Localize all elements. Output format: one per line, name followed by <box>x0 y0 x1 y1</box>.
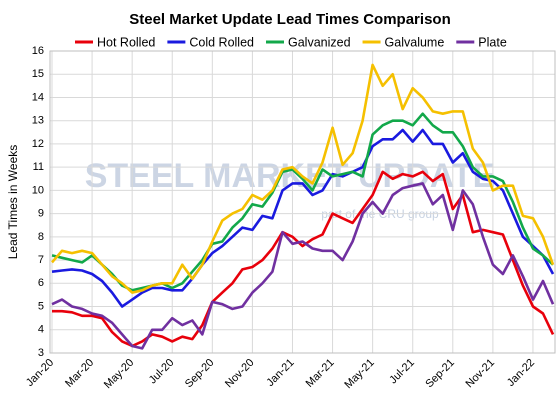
x-tick-label: Nov-20 <box>223 357 257 391</box>
watermark-sub: part of the CRU group <box>321 207 439 221</box>
x-tick-label: Jan-21 <box>264 357 296 389</box>
y-tick-label: 4 <box>38 324 44 336</box>
y-axis-label: Lead Times in Weeks <box>6 145 20 260</box>
x-tick-label: Jul-21 <box>387 357 417 387</box>
y-tick-label: 5 <box>38 300 44 312</box>
chart-title: Steel Market Update Lead Times Compariso… <box>129 11 450 28</box>
plot-border <box>49 50 556 354</box>
y-tick-label: 3 <box>38 347 44 359</box>
x-tick-label: Mar-20 <box>63 357 96 390</box>
x-tick-label: Jan-20 <box>24 357 56 389</box>
series-line <box>51 128 555 308</box>
watermark: STEEL MARKET UPDATE <box>85 157 496 195</box>
y-tick-label: 11 <box>33 161 44 173</box>
x-tick-label: Nov-21 <box>463 357 497 391</box>
y-tick-label: 6 <box>38 277 44 289</box>
y-tick-label: 13 <box>32 115 44 127</box>
grid <box>50 50 555 354</box>
x-tick-label: Sep-20 <box>183 357 217 391</box>
y-tick-label: 8 <box>38 231 44 243</box>
legend-label: Cold Rolled <box>189 35 254 49</box>
series-line <box>52 170 555 348</box>
x-tick-label: Sep-21 <box>423 357 457 391</box>
series-line <box>51 112 554 292</box>
series-line <box>51 182 555 350</box>
y-tick-label: 7 <box>38 254 44 266</box>
y-tick-label: 9 <box>38 208 44 220</box>
x-tick-label: Mar-21 <box>304 357 337 390</box>
legend-label: Galvalume <box>385 35 445 49</box>
x-tick-label: May-20 <box>102 357 136 391</box>
y-tick-label: 16 <box>32 45 44 57</box>
x-tick-label: Jul-20 <box>147 357 177 387</box>
legend-label: Hot Rolled <box>97 35 155 49</box>
legend-label: Plate <box>478 35 507 49</box>
x-tick-label: Jan-22 <box>505 357 537 389</box>
y-tick-label: 12 <box>32 138 44 150</box>
series-line <box>51 63 555 294</box>
y-tick-label: 14 <box>32 91 44 103</box>
legend-label: Galvanized <box>288 35 351 49</box>
x-tick-label: May-21 <box>342 357 376 391</box>
y-tick-label: 15 <box>32 68 44 80</box>
y-tick-label: 10 <box>32 184 44 196</box>
